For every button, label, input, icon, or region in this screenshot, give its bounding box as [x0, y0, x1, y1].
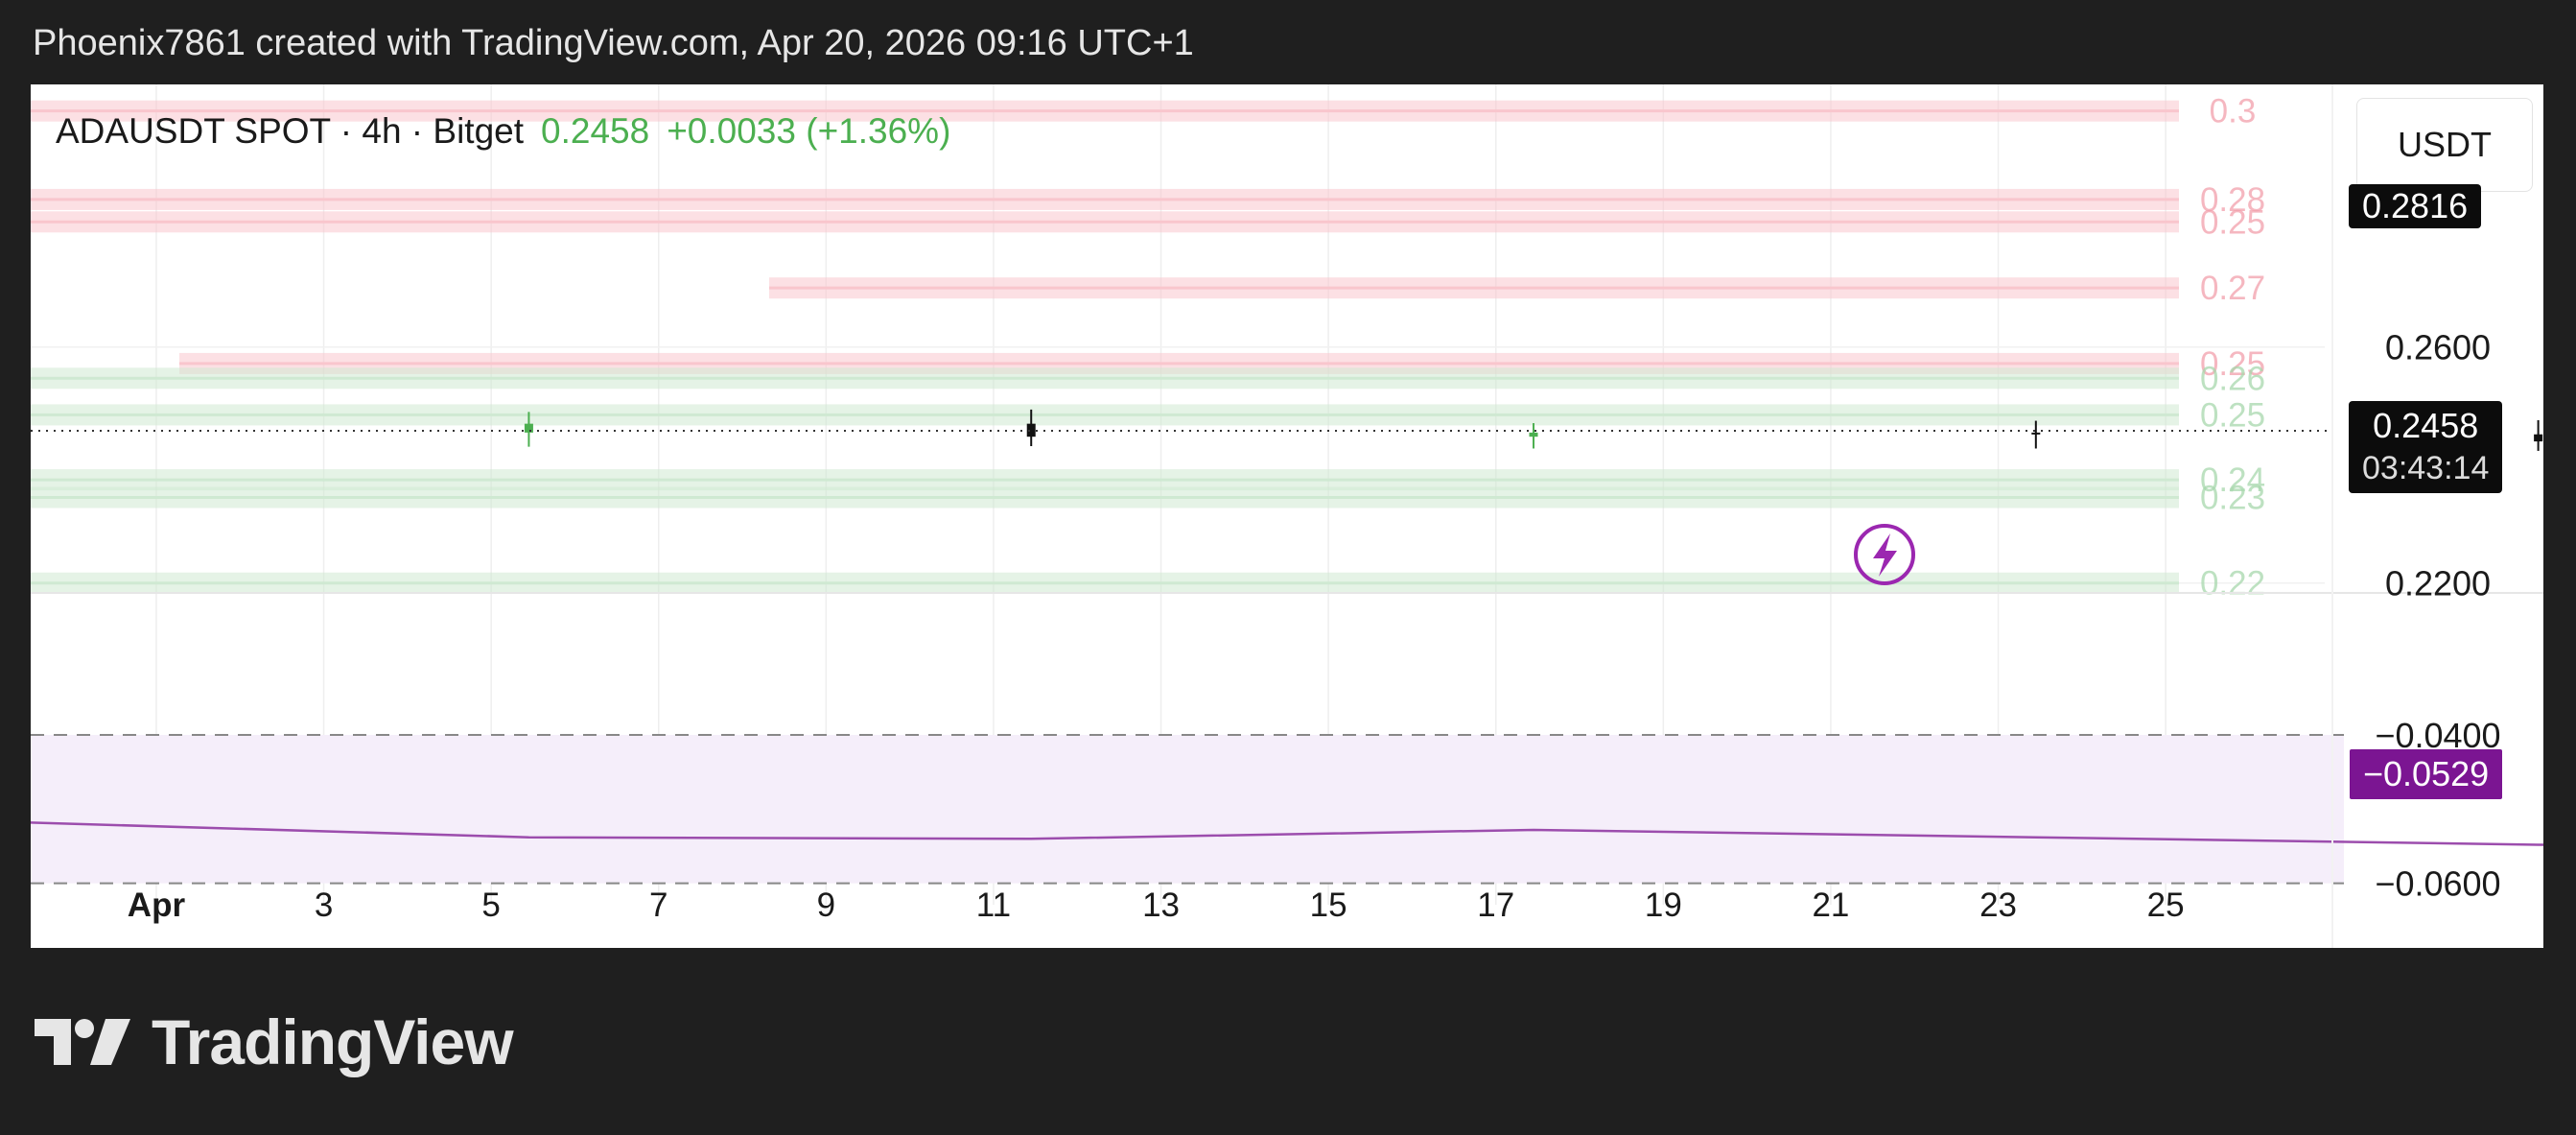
- zone-level-label: 0.25: [2200, 345, 2265, 383]
- x-tick-label: 11: [976, 887, 1011, 924]
- zone-level-label: 0.23: [2200, 480, 2265, 517]
- lightning-bolt-glyph: [1873, 533, 1897, 577]
- zone-level-label: 0.28: [2200, 181, 2265, 219]
- zone-level-label: 0.25: [2200, 396, 2265, 434]
- price-tick-label: 0.2200: [2385, 564, 2491, 603]
- chart-panel[interactable]: 0.3 0.28 0.25 0.27 0.25 0.26 0.25 0.24 0.23 0.22 …: [31, 84, 2543, 948]
- price-chart[interactable]: 0.30.280.250.270.250.260.250.240.230.22 …: [31, 84, 2543, 948]
- oscillator-value-tag: −0.0529: [2350, 749, 2503, 799]
- x-tick-label: 3: [315, 887, 333, 924]
- tradingview-brand[interactable]: TradingView: [35, 1005, 514, 1078]
- zone-level-label: 0.27: [2200, 270, 2265, 307]
- level-zone-labels: 0.30.280.250.270.250.260.250.240.230.22: [2200, 93, 2265, 603]
- zone-level-label: 0.26: [2200, 360, 2265, 397]
- oscillator-band: [31, 735, 2344, 884]
- x-tick-label: 7: [649, 887, 667, 924]
- tradingview-logo-icon: [35, 1019, 130, 1065]
- alert-icon-group[interactable]: [1854, 524, 1915, 585]
- current-price-value: 0.2458: [2373, 406, 2479, 445]
- last-price: 0.2458: [541, 111, 650, 151]
- x-tick-label: 13: [1142, 887, 1180, 924]
- axes: Apr 3 5 7 9 11 13 15 17 19 21 23 25 0.2600 0.2200 −0.04…: [31, 84, 2543, 948]
- x-tick-label: 17: [1477, 887, 1514, 924]
- lightning-icon[interactable]: [1854, 524, 1915, 585]
- x-tick-label: 9: [817, 887, 835, 924]
- candle-body-up: [524, 423, 533, 433]
- candle-body-down: [1026, 423, 1036, 437]
- candle-body-down: [2534, 434, 2543, 442]
- x-tick-label: 5: [481, 887, 500, 924]
- candle-body-down: [2031, 432, 2041, 435]
- tradingview-wordmark: TradingView: [152, 1006, 514, 1077]
- oscillator-tick-label: −0.0400: [2375, 716, 2500, 755]
- currency-unit-button[interactable]: USDT: [2356, 98, 2533, 192]
- zone-level-label: 0.22: [2200, 565, 2265, 603]
- x-tick-label: 23: [1979, 887, 2017, 924]
- candlestick-series: [31, 409, 2543, 451]
- x-tick-label: 25: [2147, 887, 2185, 924]
- level-zones: [31, 100, 2179, 594]
- symbol-legend: ADAUSDT SPOT · 4h · Bitget 0.2458 +0.003…: [56, 111, 950, 152]
- price-tick-label: 0.2600: [2385, 328, 2491, 367]
- bar-countdown: 03:43:14: [2362, 450, 2490, 486]
- oscillator-tick-label: −0.0600: [2375, 864, 2500, 904]
- price-change: +0.0033 (+1.36%): [667, 111, 951, 151]
- x-tick-label: 19: [1645, 887, 1682, 924]
- x-tick-label: 21: [1812, 887, 1849, 924]
- zone-level-label: 0.3: [2210, 93, 2257, 130]
- zone-level-label: 0.24: [2200, 461, 2265, 499]
- x-tick-label: Apr: [128, 887, 186, 924]
- chart-caption: Phoenix7861 created with TradingView.com…: [33, 23, 1194, 63]
- top-price-tag: 0.2816: [2349, 184, 2482, 228]
- symbol-title[interactable]: ADAUSDT SPOT · 4h · Bitget: [56, 111, 525, 151]
- current-price-tag: 0.2458 03:43:14: [2349, 401, 2503, 493]
- candle-body-up: [1529, 432, 1538, 437]
- x-tick-label: 15: [1310, 887, 1347, 924]
- oscillator-pane: [31, 734, 2543, 885]
- zone-level-label: 0.25: [2200, 203, 2265, 241]
